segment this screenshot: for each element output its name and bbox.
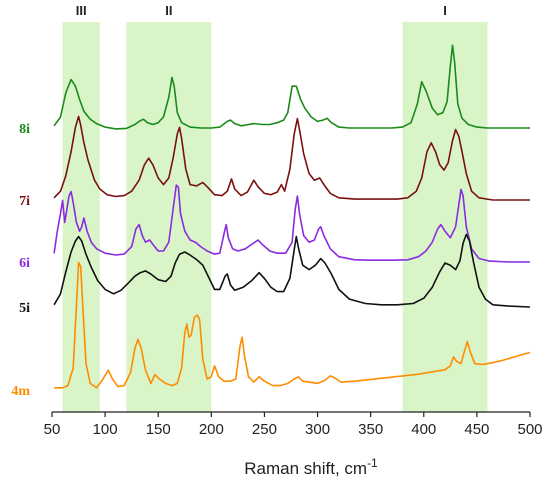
x-tick-350-label: 350 (358, 421, 383, 438)
x-tick-500-label: 500 (517, 421, 542, 438)
spectra-traces (53, 44, 531, 389)
x-tick-450-label: 450 (464, 421, 489, 438)
series-6i-label: 6i (19, 256, 30, 271)
band-labels: III II I (76, 3, 447, 18)
band-2-label: II (165, 3, 172, 18)
series-4m-label: 4m (11, 384, 30, 399)
series-7i-line (53, 115, 530, 201)
x-axis-title-superscript: -1 (367, 456, 378, 470)
highlight-bands (62, 22, 488, 412)
band-3-label: I (443, 3, 447, 18)
band-1-label: III (76, 3, 87, 18)
series-8i-label: 8i (19, 122, 30, 137)
series-8i-line (53, 44, 530, 130)
series-7i-label: 7i (19, 194, 30, 209)
x-tick-250-label: 250 (252, 421, 277, 438)
x-tick-400-label: 400 (411, 421, 436, 438)
x-tick-50-label: 50 (44, 421, 61, 438)
series-labels: 8i 7i 6i 5i 4m (11, 122, 30, 399)
x-axis-title-text: Raman shift, cm (244, 459, 367, 478)
x-tick-200-label: 200 (199, 421, 224, 438)
series-5i-label: 5i (19, 301, 30, 316)
band-1-area (62, 22, 100, 412)
x-axis-ticks: 50 100 150 200 250 300 350 400 450 500 (44, 412, 543, 438)
x-tick-150-label: 150 (146, 421, 171, 438)
x-tick-300-label: 300 (305, 421, 330, 438)
x-axis-title: Raman shift, cm-1 (244, 456, 378, 478)
x-tick-100-label: 100 (93, 421, 118, 438)
series-5i-line (53, 233, 531, 308)
band-3-area (402, 22, 488, 412)
series-4m-line (54, 261, 531, 389)
band-2-area (126, 22, 212, 412)
series-6i-line (53, 184, 530, 263)
